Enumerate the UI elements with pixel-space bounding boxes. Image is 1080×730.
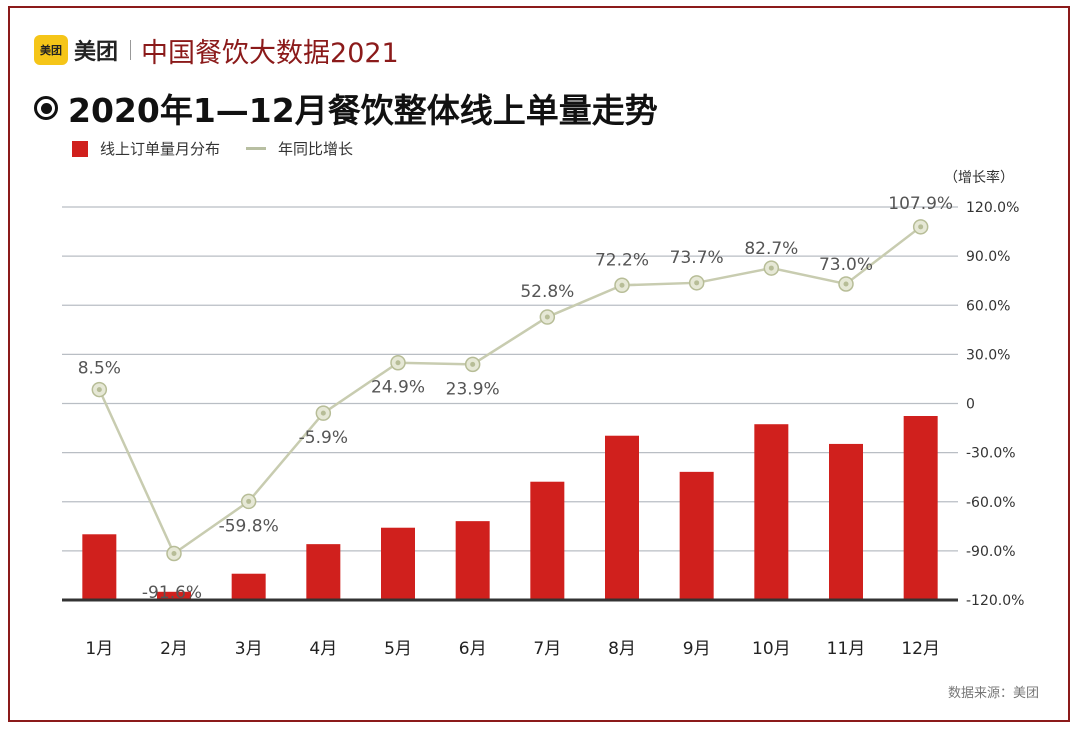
legend-item-bars: 线上订单量月分布	[72, 138, 220, 159]
source-note: 数据来源：美团	[948, 686, 1040, 701]
y-tick-label: -30.0%	[966, 446, 1016, 462]
bar	[157, 591, 191, 600]
chart-title-row: 2020年1—12月餐饮整体线上单量走势	[34, 84, 658, 132]
y-tick-label: 30.0%	[966, 347, 1010, 363]
growth-marker-center	[843, 281, 849, 287]
bar	[605, 435, 639, 600]
bar	[455, 521, 490, 600]
y-axis-unit-label: （增长率）	[944, 169, 1014, 186]
legend-bar-swatch	[72, 140, 88, 157]
growth-marker-center	[619, 282, 625, 288]
x-tick-label: 11月	[827, 639, 866, 659]
y-tick-label: 0	[966, 397, 975, 413]
growth-marker-center	[544, 314, 550, 320]
growth-data-label: -91.6%	[142, 583, 202, 603]
growth-marker-center	[320, 410, 326, 416]
bar	[381, 527, 415, 600]
brand-header: 美团 美团 中国餐饮大数据2021	[34, 32, 399, 69]
brand-name: 美团	[74, 40, 119, 65]
growth-marker-center	[395, 360, 401, 366]
growth-marker-center	[96, 387, 102, 393]
x-tick-label: 6月	[459, 639, 487, 659]
y-tick-label: -120.0%	[966, 593, 1024, 609]
bar	[679, 471, 714, 600]
growth-data-label: 72.2%	[595, 250, 649, 270]
x-tick-label: 7月	[533, 639, 561, 659]
y-tick-label: -90.0%	[966, 544, 1016, 560]
x-tick-label: 2月	[160, 639, 188, 659]
x-tick-label: 10月	[752, 639, 791, 659]
bar	[754, 424, 789, 600]
growth-data-label: 52.8%	[520, 282, 574, 302]
growth-data-label: 82.7%	[744, 239, 798, 259]
x-tick-label: 12月	[901, 639, 940, 659]
bar	[530, 481, 565, 600]
report-title: 中国餐饮大数据2021	[141, 37, 399, 69]
x-tick-label: 8月	[608, 639, 636, 659]
y-tick-label: -60.0%	[966, 495, 1016, 511]
y-tick-label: 90.0%	[966, 249, 1010, 265]
growth-line	[98, 225, 922, 556]
growth-data-label: 107.9%	[888, 194, 953, 214]
meituan-logo-icon: 美团	[34, 35, 68, 65]
y-tick-label: 120.0%	[966, 200, 1019, 216]
brand-divider	[130, 40, 132, 60]
growth-data-label: 23.9%	[446, 379, 500, 399]
x-tick-label: 5月	[384, 639, 412, 659]
growth-data-label: 24.9%	[371, 378, 425, 398]
chart-title: 2020年1—12月餐饮整体线上单量走势	[68, 91, 658, 130]
bar	[231, 573, 266, 600]
x-tick-label: 1月	[85, 639, 113, 659]
chart-frame	[8, 6, 1070, 722]
growth-marker-center	[694, 280, 700, 286]
growth-data-label: 73.0%	[819, 255, 873, 275]
target-bullet-icon	[34, 96, 58, 120]
growth-marker-center	[768, 265, 774, 271]
growth-marker-center	[470, 361, 476, 367]
growth-marker-center	[171, 550, 177, 556]
growth-marker-center	[918, 224, 924, 230]
growth-data-label: -59.8%	[219, 516, 279, 536]
x-tick-label: 9月	[683, 639, 711, 659]
growth-data-label: 73.7%	[670, 248, 724, 268]
growth-marker-center	[246, 498, 252, 504]
y-tick-label: 60.0%	[966, 298, 1010, 314]
legend-line-label: 年同比增长	[278, 140, 354, 158]
legend-bar-label: 线上订单量月分布	[100, 140, 221, 158]
legend: 线上订单量月分布 年同比增长	[72, 138, 379, 159]
x-tick-label: 4月	[309, 639, 337, 659]
growth-data-label: 8.5%	[78, 359, 121, 379]
growth-data-label: -5.9%	[299, 428, 348, 448]
legend-line-swatch	[246, 147, 267, 150]
bar	[306, 544, 341, 600]
bar	[829, 443, 863, 600]
bar	[82, 534, 117, 600]
bar	[903, 416, 938, 600]
x-tick-label: 3月	[235, 639, 263, 659]
legend-item-line: 年同比增长	[246, 138, 353, 159]
